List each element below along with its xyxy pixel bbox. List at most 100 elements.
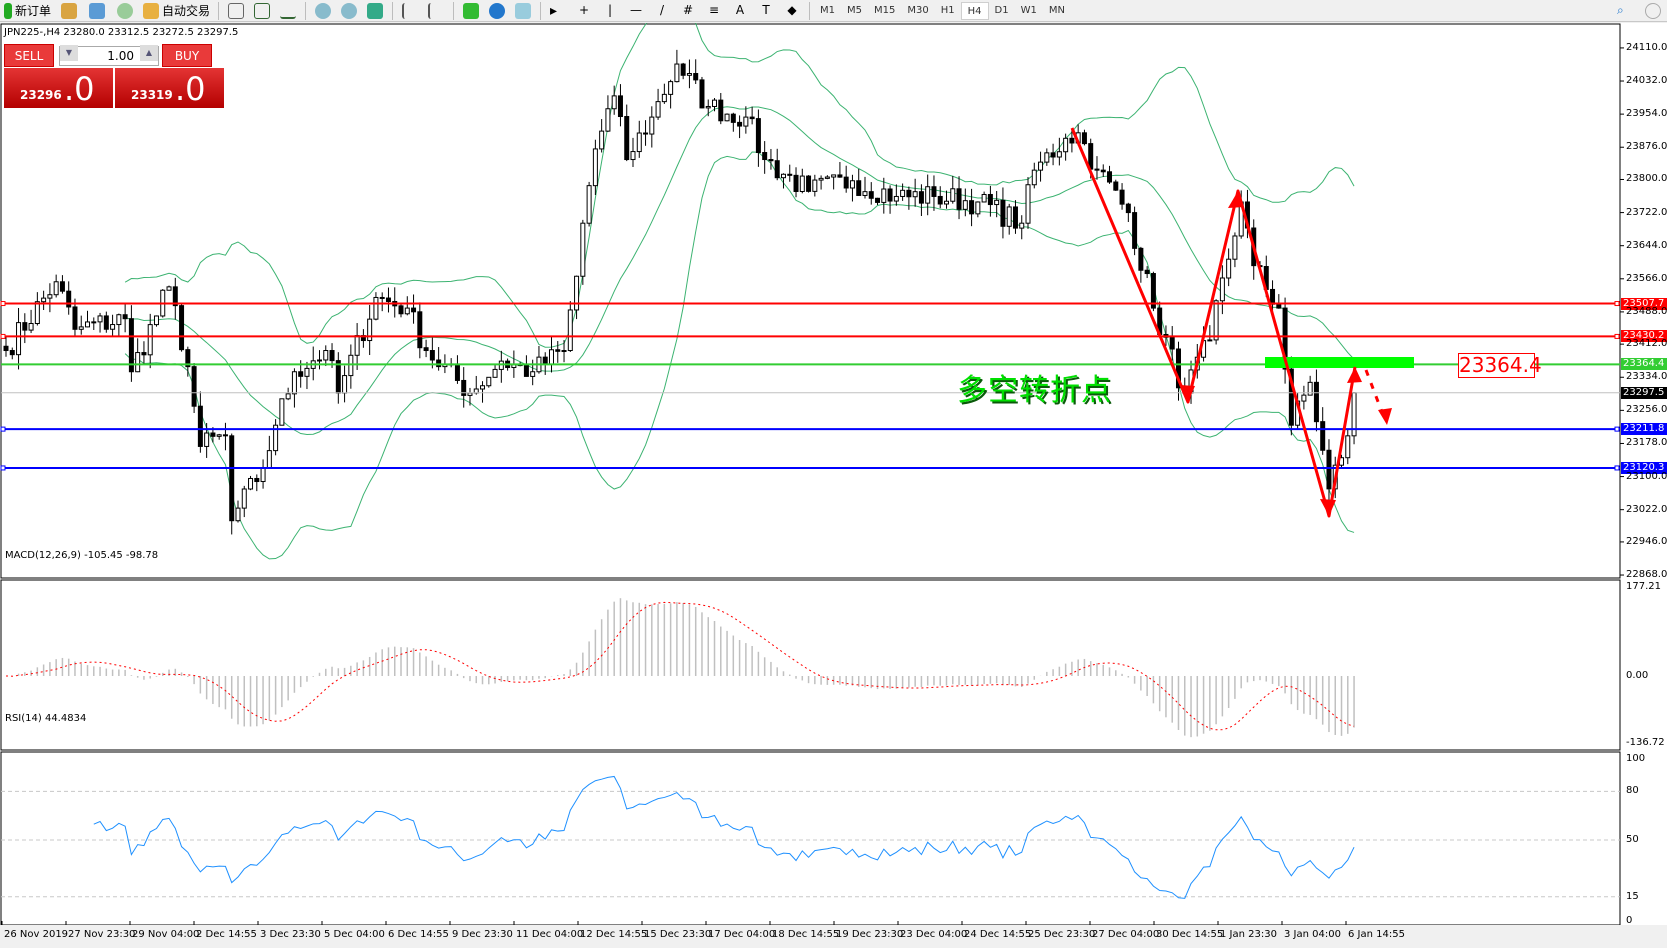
- time-axis-label: 29 Nov 04:00: [132, 929, 200, 940]
- new-order-button[interactable]: 新订单: [0, 1, 55, 21]
- lot-decrease-button[interactable]: ▼: [60, 45, 78, 61]
- horizontal-line-icon[interactable]: —: [630, 2, 643, 17]
- new-indicator-icon[interactable]: [463, 2, 480, 19]
- time-axis-label: 6 Dec 14:55: [388, 929, 449, 940]
- reversal-zone: [1265, 357, 1414, 368]
- sell-button[interactable]: SELL: [4, 44, 54, 67]
- timeframe-m30[interactable]: M30: [907, 4, 929, 16]
- bearish-candle: [210, 432, 216, 437]
- bullish-candle: [818, 177, 824, 181]
- bearish-candle: [680, 63, 686, 76]
- bar-chart-icon[interactable]: [228, 2, 245, 19]
- chat-icon[interactable]: [1645, 2, 1661, 19]
- cursor-icon[interactable]: ▸: [550, 2, 558, 19]
- level-price-tag: 23211.8: [1621, 423, 1667, 436]
- search-icon[interactable]: ⌕: [1617, 2, 1624, 17]
- bullish-candle: [649, 116, 655, 135]
- price-axis-label: 23334.0: [1626, 371, 1667, 383]
- price-axis-label: 23256.0: [1626, 404, 1667, 416]
- level-anchor: [1614, 465, 1620, 471]
- bearish-candle: [1119, 189, 1125, 205]
- level-anchor: [1614, 333, 1620, 339]
- bullish-candle: [285, 393, 291, 400]
- history-icon[interactable]: [61, 2, 78, 19]
- chart-window[interactable]: JPN225-,H4 23280.0 23312.5 23272.5 23297…: [0, 23, 1667, 940]
- arrows-icon[interactable]: ◆: [787, 2, 797, 17]
- time-axis-label: 25 Dec 23:30: [1028, 929, 1096, 940]
- bearish-candle: [191, 366, 197, 407]
- lot-increase-button[interactable]: ▲: [140, 45, 158, 61]
- zoom-in-icon[interactable]: [315, 2, 332, 19]
- bearish-candle: [542, 356, 548, 365]
- bullish-candle: [373, 296, 379, 320]
- timeframe-h4[interactable]: H4: [960, 1, 989, 20]
- bearish-candle: [222, 434, 228, 437]
- buy-button[interactable]: BUY: [162, 44, 212, 67]
- periods-clock-icon[interactable]: [489, 2, 506, 19]
- zoom-out-icon[interactable]: [341, 2, 358, 19]
- bullish-candle: [28, 323, 34, 331]
- bearish-candle: [843, 176, 849, 189]
- bullish-candle: [78, 326, 84, 330]
- line-chart-icon[interactable]: [280, 3, 297, 19]
- tile-windows-icon[interactable]: [367, 2, 384, 19]
- autoscroll-icon[interactable]: [428, 2, 444, 19]
- bullish-candle: [91, 321, 97, 324]
- time-axis-label: 5 Dec 04:00: [324, 929, 385, 940]
- buy-price[interactable]: 23319.0: [115, 68, 224, 108]
- lot-size-input[interactable]: 1.00: [59, 46, 159, 66]
- bullish-candle: [480, 385, 486, 390]
- bullish-candle: [116, 314, 122, 326]
- vertical-line-icon[interactable]: |: [608, 2, 613, 17]
- reversal-price-label[interactable]: 23364.4: [1458, 353, 1542, 378]
- timeframe-m5[interactable]: M5: [847, 4, 863, 16]
- bullish-candle: [1019, 222, 1025, 229]
- bearish-candle: [1169, 336, 1175, 350]
- bearish-candle: [1132, 212, 1138, 249]
- rsi-panel-border: [0, 751, 1621, 925]
- bearish-candle: [693, 73, 699, 81]
- timeframe-mn[interactable]: MN: [1048, 4, 1065, 16]
- timeframe-w1[interactable]: W1: [1020, 4, 1037, 16]
- bearish-candle: [762, 152, 768, 161]
- time-axis-label: 19 Dec 23:30: [836, 929, 904, 940]
- bearish-candle: [411, 307, 417, 313]
- reversal-point-annotation[interactable]: 多空转折点: [957, 373, 1112, 408]
- timeframe-m1[interactable]: M1: [820, 4, 836, 16]
- level-price-tag: 23297.5: [1621, 386, 1667, 399]
- bullish-candle: [849, 180, 855, 189]
- one-click-trading-panel: SELL 1.00 ▼ ▲ BUY 23296.0 23319.0: [4, 44, 224, 109]
- bullish-candle: [97, 315, 103, 323]
- cloud-icon[interactable]: [89, 2, 106, 19]
- signal-icon[interactable]: [117, 2, 134, 19]
- text-label-icon[interactable]: T: [762, 2, 770, 17]
- chart-canvas[interactable]: [0, 23, 1667, 925]
- sell-price[interactable]: 23296.0: [4, 68, 113, 108]
- candlestick-icon[interactable]: [254, 2, 271, 19]
- price-axis-label: 23566.0: [1626, 272, 1667, 284]
- bearish-candle: [3, 345, 9, 352]
- timeframe-m15[interactable]: M15: [874, 4, 896, 16]
- fibonacci-icon[interactable]: ≡: [709, 2, 720, 17]
- templates-icon[interactable]: [515, 2, 532, 19]
- equidistant-channel-icon[interactable]: #: [683, 2, 694, 17]
- chart-shift-icon[interactable]: [402, 2, 418, 19]
- bullish-candle: [862, 191, 868, 196]
- crosshair-icon[interactable]: +: [579, 2, 590, 17]
- timeframe-d1[interactable]: D1: [994, 4, 1009, 16]
- bullish-candle: [981, 193, 987, 203]
- auto-trading-button[interactable]: 自动交易: [139, 1, 214, 21]
- trendline-icon[interactable]: /: [660, 2, 665, 17]
- price-axis-label: 23488.0: [1626, 305, 1667, 317]
- bearish-candle: [1138, 247, 1144, 271]
- bearish-candle: [1150, 273, 1156, 309]
- bearish-candle: [172, 286, 178, 307]
- timeframe-h1[interactable]: H1: [940, 4, 955, 16]
- bullish-candle: [655, 101, 661, 118]
- bearish-candle: [768, 159, 774, 162]
- time-axis-label: 30 Dec 14:55: [1156, 929, 1224, 940]
- rsi-axis-label: 80: [1626, 785, 1639, 797]
- bearish-candle: [398, 305, 404, 315]
- bullish-candle: [34, 301, 40, 325]
- text-icon[interactable]: A: [735, 2, 745, 17]
